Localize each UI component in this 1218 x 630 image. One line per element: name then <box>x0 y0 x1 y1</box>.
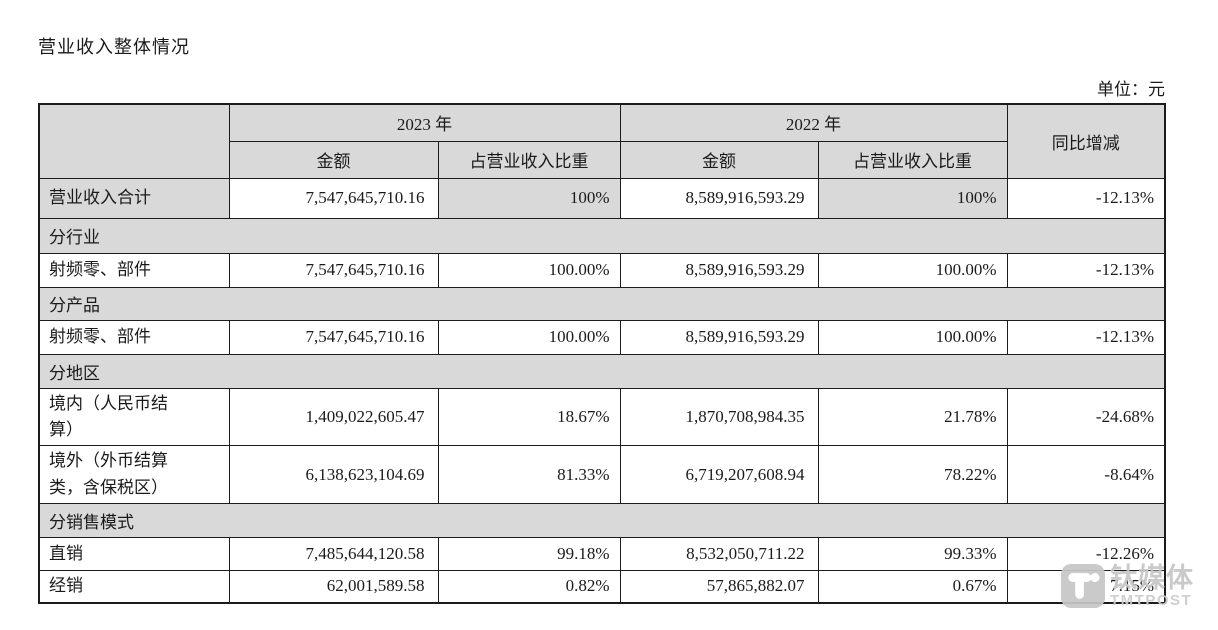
amount-2022-header: 金额 <box>619 140 819 179</box>
row-label-cell: 射频零、部件 <box>38 319 230 355</box>
watermark-brand-cn: 钛媒体 <box>1110 563 1194 593</box>
amount-2023-cell: 7,547,645,710.16 <box>228 177 439 219</box>
amount-2022-cell: 8,589,916,593.29 <box>619 252 819 288</box>
yoy-change-cell: -12.13% <box>1006 252 1166 288</box>
ratio-2023-cell: 18.67% <box>437 387 621 447</box>
section-row: 分行业 <box>38 217 1166 254</box>
watermark-brand-en: TMTPOST <box>1110 592 1193 609</box>
section-row: 分销售模式 <box>38 503 1166 539</box>
section-row: 分产品 <box>38 286 1166 321</box>
ratio-2023-cell: 100% <box>437 177 621 219</box>
amount-2023-header: 金额 <box>228 140 439 179</box>
unit-note: 单位：元 <box>1097 80 1165 99</box>
ratio-2023-cell: 100.00% <box>437 319 621 355</box>
table-row: 境内（人民币结算） 1,409,022,605.47 18.67% 1,870,708… <box>38 387 1166 447</box>
table-row: 营业收入合计 7,547,645,710.16 100% 8,589,916,593.… <box>38 177 1166 219</box>
ratio-2022-cell: 99.33% <box>817 537 1008 572</box>
blank-corner-cell <box>38 103 230 179</box>
ratio-2022-cell: 21.78% <box>817 387 1008 447</box>
tmtpost-logo-icon <box>1061 564 1105 608</box>
year-2023-header: 2023 年 <box>228 103 621 142</box>
row-label-cell: 境内（人民币结算） <box>38 387 230 447</box>
table-row: 境外（外币结算类，含保税区） 6,138,623,104.69 81.33% 6,71… <box>38 445 1166 505</box>
header-row-years: 2023 年 2022 年 同比增减 <box>38 103 1166 179</box>
row-label-cell: 营业收入合计 <box>38 177 230 219</box>
amount-2022-cell: 8,589,916,593.29 <box>619 319 819 355</box>
amount-2023-cell: 7,485,644,120.58 <box>228 537 439 572</box>
ratio-2022-cell: 78.22% <box>817 445 1008 505</box>
table-row: 经销 62,001,589.58 0.82% 57,865,882.07 0.67% 7.… <box>38 570 1166 604</box>
amount-2023-cell: 6,138,623,104.69 <box>228 445 439 505</box>
header-row-metrics: 金额 占营业收入比重 金额 占营业收入比重 <box>39 140 1165 179</box>
table-body: 营业收入合计 7,547,645,710.16 100% 8,589,916,593.… <box>38 177 1166 604</box>
tmtpost-watermark: 钛媒体 TMTPOST <box>1061 564 1194 610</box>
watermark-text: 钛媒体 TMTPOST <box>1110 564 1194 610</box>
ratio-2023-cell: 100.00% <box>437 252 621 288</box>
ratio-2023-header: 占营业收入比重 <box>437 140 621 179</box>
table-row: 射频零、部件 7,547,645,710.16 100.00% 8,589,916,5… <box>38 252 1166 288</box>
ratio-2022-header: 占营业收入比重 <box>817 140 1008 179</box>
ratio-2022-cell: 0.67% <box>817 570 1008 604</box>
amount-2023-cell: 62,001,589.58 <box>228 570 439 604</box>
section-label-cell: 分行业 <box>38 217 1166 254</box>
amount-2023-cell: 1,409,022,605.47 <box>228 387 439 447</box>
row-label-cell: 经销 <box>38 570 230 604</box>
section-label-cell: 分销售模式 <box>38 503 1166 539</box>
section-label-cell: 分地区 <box>38 353 1166 389</box>
year-2022-header: 2022 年 <box>619 103 1008 142</box>
amount-2023-cell: 7,547,645,710.16 <box>228 252 439 288</box>
revenue-table: 2023 年 2022 年 同比增减 金额 占营业收入比重 金额 占营业收入比重… <box>38 103 1166 604</box>
amount-2022-cell: 57,865,882.07 <box>619 570 819 604</box>
page-title: 营业收入整体情况 <box>38 37 190 57</box>
ratio-2022-cell: 100% <box>817 177 1008 219</box>
yoy-header: 同比增减 <box>1006 103 1166 179</box>
yoy-change-cell: -12.13% <box>1006 319 1166 355</box>
amount-2022-cell: 6,719,207,608.94 <box>619 445 819 505</box>
table-header: 2023 年 2022 年 同比增减 金额 占营业收入比重 金额 占营业收入比重 <box>38 103 1166 179</box>
row-label-cell: 射频零、部件 <box>38 252 230 288</box>
row-label-cell: 境外（外币结算类，含保税区） <box>38 445 230 505</box>
ratio-2023-cell: 81.33% <box>437 445 621 505</box>
ratio-2023-cell: 99.18% <box>437 537 621 572</box>
yoy-change-cell: -8.64% <box>1006 445 1166 505</box>
yoy-change-cell: -12.13% <box>1006 177 1166 219</box>
table-row: 直销 7,485,644,120.58 99.18% 8,532,050,711.22… <box>38 537 1166 572</box>
amount-2023-cell: 7,547,645,710.16 <box>228 319 439 355</box>
amount-2022-cell: 8,589,916,593.29 <box>619 177 819 219</box>
table-row: 射频零、部件 7,547,645,710.16 100.00% 8,589,916,5… <box>38 319 1166 355</box>
section-row: 分地区 <box>38 353 1166 389</box>
amount-2022-cell: 8,532,050,711.22 <box>619 537 819 572</box>
row-label-cell: 直销 <box>38 537 230 572</box>
ratio-2022-cell: 100.00% <box>817 252 1008 288</box>
ratio-2022-cell: 100.00% <box>817 319 1008 355</box>
section-label-cell: 分产品 <box>38 286 1166 321</box>
amount-2022-cell: 1,870,708,984.35 <box>619 387 819 447</box>
ratio-2023-cell: 0.82% <box>437 570 621 604</box>
yoy-change-cell: -24.68% <box>1006 387 1166 447</box>
